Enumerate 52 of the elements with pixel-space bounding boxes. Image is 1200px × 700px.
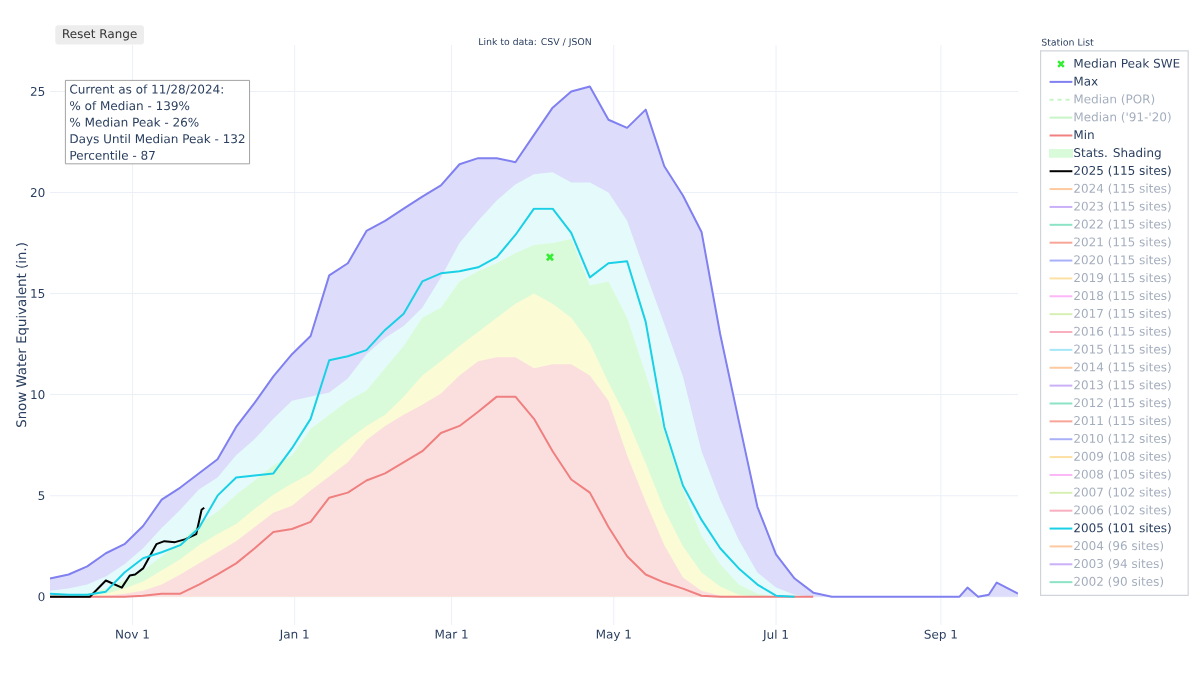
text: Reset Range xyxy=(63,29,137,41)
legend-label: Min xyxy=(1074,129,1094,140)
legend-label: 2007 (102 sites) xyxy=(1074,487,1171,499)
x-tick-label: Mar 1 xyxy=(435,629,468,639)
line-series xyxy=(50,506,206,598)
legend-label: 2017 (115 sites) xyxy=(1074,308,1171,320)
legend-label: Median Peak SWE xyxy=(1074,58,1180,68)
legend-label: 2008 (105 sites) xyxy=(1074,469,1171,481)
legend-label: Median (POR) xyxy=(1074,94,1155,105)
legend-label: 2022 (115 sites) xyxy=(1074,219,1171,231)
legend-label: 2015 (115 sites) xyxy=(1074,344,1171,356)
y-tick-label: 10 xyxy=(31,390,45,400)
legend-label: 2005 (101 sites) xyxy=(1074,523,1171,534)
y-tick-label: 5 xyxy=(38,491,45,501)
legend-label: 2006 (102 sites) xyxy=(1074,505,1171,516)
legend-label: 2021 (115 sites) xyxy=(1074,237,1171,248)
legend-label: 2004 (96 sites) xyxy=(1074,540,1164,552)
legend-label: 2016 (115 sites) xyxy=(1074,326,1171,338)
annotation: Days Until Median Peak - 132 xyxy=(70,133,245,146)
annotation: Link to data: CSV / JSON xyxy=(479,37,591,47)
legend-label: 2024 (115 sites) xyxy=(1074,183,1171,195)
legend-title: Station List xyxy=(1041,38,1094,46)
legend-label: 2025 (115 sites) xyxy=(1074,165,1171,177)
legend-label: 2003 (94 sites) xyxy=(1074,558,1164,570)
legend-label: 2011 (115 sites) xyxy=(1074,415,1171,427)
legend-label: 2014 (115 sites) xyxy=(1074,362,1171,373)
annotation: Percentile - 87 xyxy=(70,150,155,160)
legend-label: 2013 (115 sites) xyxy=(1074,380,1171,391)
legend-label: Median ('91-'20) xyxy=(1074,112,1171,123)
x-tick-label: May 1 xyxy=(596,629,631,641)
legend-label: Stats. Shading xyxy=(1074,147,1161,160)
legend-label: 2002 (90 sites) xyxy=(1074,576,1164,588)
legend-label: 2010 (112 sites) xyxy=(1074,433,1171,445)
annotation: % Median Peak - 26% xyxy=(70,117,199,127)
legend-label: 2018 (115 sites) xyxy=(1074,290,1171,302)
x-tick-label: Jan 1 xyxy=(279,629,309,641)
legend-label: 2020 (115 sites) xyxy=(1074,255,1171,266)
y-tick-label: 25 xyxy=(30,86,45,97)
x-tick-label: Sep 1 xyxy=(924,629,957,642)
y-tick-label: 0 xyxy=(38,592,45,602)
y-tick-label: 20 xyxy=(30,187,45,198)
legend-label: 2012 (115 sites) xyxy=(1074,397,1171,409)
y-axis-title: Snow Water Equivalent (in.) xyxy=(15,243,29,427)
x-tick-label: Jul 1 xyxy=(762,629,788,642)
annotation: Current as of 11/28/2024: xyxy=(70,84,223,95)
legend-label: 2009 (108 sites) xyxy=(1074,451,1171,463)
legend-label: Max xyxy=(1074,76,1098,86)
x-tick-label: Nov 1 xyxy=(116,629,149,639)
annotation: % of Median - 139% xyxy=(70,100,190,111)
legend-label: 2019 (115 sites) xyxy=(1074,272,1171,284)
y-tick-label: 15 xyxy=(31,289,45,299)
legend-label: 2023 (115 sites) xyxy=(1074,201,1171,213)
